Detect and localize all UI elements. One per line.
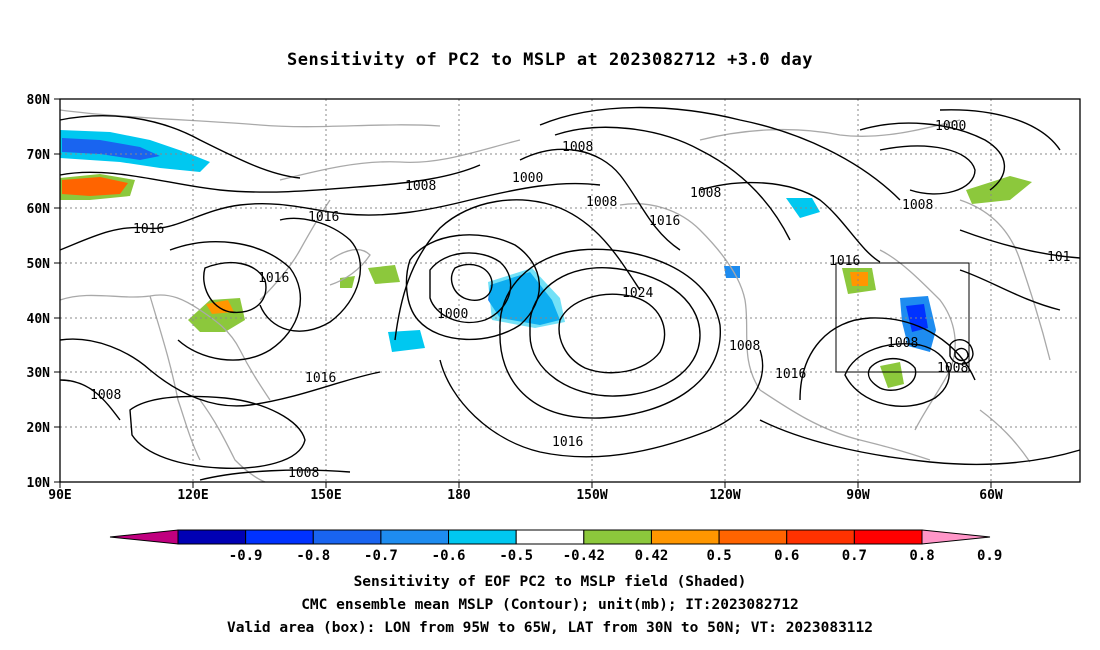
colorbar-tick-label: 0.7 xyxy=(842,548,867,564)
lon-tick-label: 150E xyxy=(310,488,341,503)
colorbar-box xyxy=(380,529,450,545)
shade-patch-east-asia-orange xyxy=(206,300,234,314)
contour-label: 1024 xyxy=(622,286,653,301)
shade-patch-pacific-green xyxy=(368,265,400,284)
shade-patch-alaska-cyan xyxy=(786,198,820,218)
contour-label: 1008 xyxy=(887,336,918,351)
shade-patch-greenland-green xyxy=(966,176,1032,204)
caption-line-3: Valid area (box): LON from 95W to 65W, L… xyxy=(226,620,873,636)
axis-ticks xyxy=(54,98,992,488)
colorbar-box xyxy=(853,529,923,545)
lat-tick-label: 70N xyxy=(27,148,51,163)
contour-label: 1016 xyxy=(649,214,680,229)
shaded-sensitivity xyxy=(60,130,1032,388)
lat-tick-label: 60N xyxy=(27,202,51,217)
colorbar-tick-label: -0.42 xyxy=(563,548,605,564)
lon-tick-label: 120W xyxy=(709,488,740,503)
colorbar-tick-label: -0.9 xyxy=(229,548,263,564)
contour-label: 1008 xyxy=(729,339,760,354)
contour-label: 101 xyxy=(1047,250,1070,265)
colorbar-box xyxy=(177,529,247,545)
colorbar-box xyxy=(583,529,652,545)
contour-label: 1008 xyxy=(690,186,721,201)
contour-label: 1016 xyxy=(305,371,336,386)
contour-label: 1008 xyxy=(586,195,617,210)
lon-tick-label: 150W xyxy=(576,488,607,503)
shade-patch-great-lakes-orange xyxy=(850,272,868,286)
shade-patch-pacific-green-2 xyxy=(340,276,355,288)
shade-patch-bc-cyan xyxy=(724,266,740,278)
shade-patch-dateline-cyan xyxy=(488,268,565,328)
colorbar-tick-label: 0.6 xyxy=(774,548,799,564)
contour-label: 1016 xyxy=(829,254,860,269)
contour-label: 1008 xyxy=(288,466,319,481)
contour-label: 1016 xyxy=(308,210,339,225)
contour-label: 1008 xyxy=(937,361,968,376)
lat-tick-label: 80N xyxy=(27,93,51,108)
contour-label: 1016 xyxy=(133,222,164,237)
contour-label: 1008 xyxy=(90,388,121,403)
colorbar-box xyxy=(312,529,382,545)
map-frame xyxy=(59,98,1081,483)
contour-label: 1008 xyxy=(902,198,933,213)
contour-label: 1000 xyxy=(935,119,966,134)
contour-label: 1000 xyxy=(512,171,543,186)
colorbar-tick-label: 0.9 xyxy=(977,548,1002,564)
colorbar-tick-label: -0.6 xyxy=(432,548,466,564)
lat-tick-label: 40N xyxy=(27,312,51,327)
shade-patch-gulf-green xyxy=(880,362,904,388)
colorbar-box xyxy=(650,529,720,545)
lon-tick-label: 60W xyxy=(979,488,1003,503)
colorbar-tick-label: 0.8 xyxy=(909,548,934,564)
valid-area-box xyxy=(835,262,970,373)
contour-label: 1016 xyxy=(258,271,289,286)
lat-tick-label: 20N xyxy=(27,421,51,436)
caption-line-1: Sensitivity of EOF PC2 to MSLP field (Sh… xyxy=(353,574,747,590)
contour-label: 1016 xyxy=(552,435,583,450)
lon-tick-label: 90E xyxy=(48,488,71,503)
colorbar-box xyxy=(515,529,585,545)
lat-tick-label: 50N xyxy=(27,257,51,272)
colorbar-box xyxy=(245,529,314,545)
colorbar: -0.9 -0.8 -0.7 -0.6 -0.5 -0.42 0.42 0.5 0.6 0.7 0.… xyxy=(109,529,1002,564)
shade-patch-west-orange xyxy=(62,177,128,196)
mslp-contours xyxy=(59,106,1081,481)
colorbar-box xyxy=(718,529,788,545)
contour-label: 1000 xyxy=(437,307,468,322)
lon-tick-label: 90W xyxy=(846,488,870,503)
colorbar-tick-label: 0.5 xyxy=(706,548,731,564)
lon-tick-label: 120E xyxy=(177,488,208,503)
contour-label: 1008 xyxy=(405,179,436,194)
plot-title: Sensitivity of PC2 to MSLP at 2023082712… xyxy=(286,50,813,70)
lat-tick-label: 10N xyxy=(27,476,51,491)
longitude-labels: 90E 120E 150E 180 150W 120W 90W 60W xyxy=(48,488,1003,503)
shade-patch-west-pacific-cyan xyxy=(388,330,425,352)
caption-line-2: CMC ensemble mean MSLP (Contour); unit(m… xyxy=(301,597,799,613)
colorbar-box xyxy=(786,529,855,545)
lon-tick-label: 180 xyxy=(447,488,471,503)
lat-tick-label: 30N xyxy=(27,366,51,381)
colorbar-tick-label: -0.8 xyxy=(296,548,330,564)
colorbar-tick-label: 0.42 xyxy=(635,548,669,564)
contour-label: 1016 xyxy=(775,367,806,382)
contour-labels: 1000 1008 1000 1008 1008 1008 1008 1016 … xyxy=(90,119,1070,481)
latitude-labels: 80N 70N 60N 50N 40N 30N 20N 10N xyxy=(27,93,51,491)
colorbar-high-triangle xyxy=(921,529,991,545)
lat-lon-grid xyxy=(60,99,1080,482)
colorbar-tick-label: -0.5 xyxy=(499,548,533,564)
contour-label: 1008 xyxy=(562,140,593,155)
colorbar-box xyxy=(448,529,517,545)
colorbar-tick-label: -0.7 xyxy=(364,548,398,564)
coastlines xyxy=(59,109,1051,483)
colorbar-low-triangle xyxy=(109,529,179,545)
